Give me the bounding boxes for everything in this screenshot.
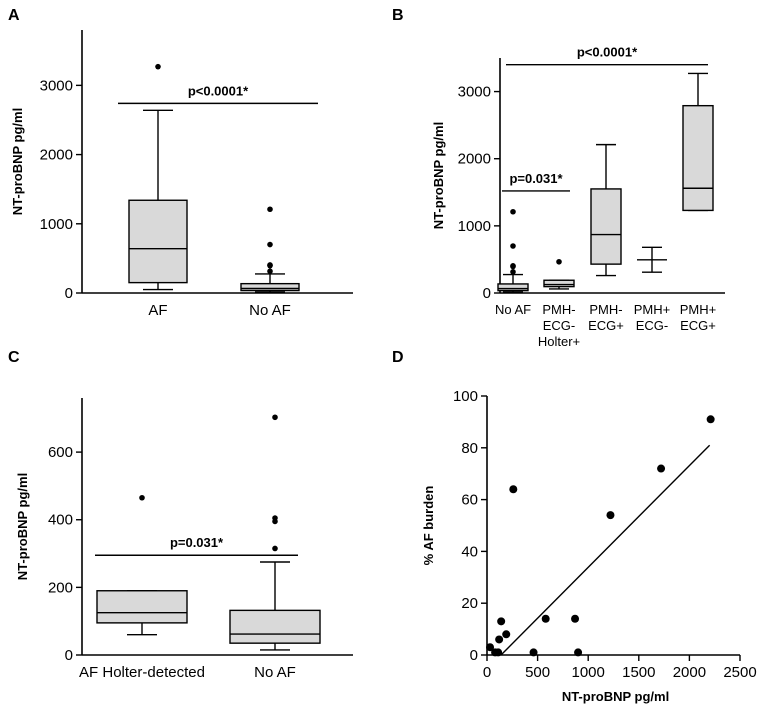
panel-c-box	[229, 609, 321, 644]
panel-c-y-tick-label: 600	[48, 444, 73, 461]
panel-d-y-tick-label: 0	[470, 647, 478, 664]
panel-b-category-label: ECG+	[588, 318, 624, 333]
panel-a-y-label: NT-proBNP pg/ml	[10, 108, 25, 215]
panel-b-box	[543, 279, 575, 288]
panel-d-y-tick-label: 60	[461, 492, 478, 509]
panel-b-category-label: ECG+	[680, 318, 716, 333]
panel-d-data-point	[706, 415, 715, 424]
panel-b-box	[497, 283, 529, 292]
panel-b-outlier-point	[556, 258, 562, 265]
panel-b-category-label: No AF	[495, 302, 531, 317]
panel-a-category-label: No AF	[249, 302, 291, 319]
panel-d-x-tick-label: 2000	[673, 664, 706, 681]
panel-d-data-point	[606, 511, 615, 520]
panel-d-x-label: NT-proBNP pg/ml	[562, 689, 669, 704]
panel-d-regression-line	[500, 444, 711, 656]
panel-d-y-tick-label: 100	[453, 388, 478, 405]
panel-c-category-label: No AF	[254, 664, 296, 681]
panel-b-box	[590, 188, 622, 265]
panel-d-data-point	[486, 643, 495, 652]
panel-d-y-tick-label: 20	[461, 595, 478, 612]
panel-a-box	[240, 282, 300, 292]
panel-a-p-value-label: p<0.0001*	[188, 83, 249, 98]
panel-b-category-label: Holter+	[538, 334, 580, 349]
panel-d-y-tick-label: 40	[461, 543, 478, 560]
panel-d-data-point	[571, 614, 580, 623]
panel-letter-a: A	[8, 7, 20, 24]
panel-d-x-tick-label: 0	[483, 664, 491, 681]
panel-b-category-label: PMH+	[634, 302, 670, 317]
panel-d-x-tick-label: 1000	[572, 664, 605, 681]
panel-d-data-point	[494, 648, 503, 657]
panel-b-y-tick-label: 0	[483, 285, 491, 302]
panel-a-chart: 0 1000 2000 3000 NT-proBNP pg/ml AF No AF p<0.0…	[10, 30, 353, 319]
panel-b-outlier-point	[510, 269, 516, 275]
panel-c-y-label: NT-proBNP pg/ml	[15, 473, 30, 580]
panel-letter-c: C	[8, 349, 20, 366]
panel-a-y-tick-label: 1000	[40, 216, 73, 233]
panel-b-p-value-label: p<0.0001*	[577, 45, 638, 60]
panel-b-outlier-point	[510, 208, 516, 215]
panel-a-y-tick-label: 3000	[40, 77, 73, 94]
panel-a-box	[128, 199, 188, 284]
panel-b-y-tick-label: 3000	[458, 84, 491, 101]
panel-a-category-label: AF	[148, 302, 167, 319]
panel-letter-b: B	[392, 7, 404, 24]
panel-d-data-point	[497, 617, 506, 626]
panel-d-y-label: % AF burden	[421, 486, 436, 566]
panel-b-y-tick-label: 2000	[458, 151, 491, 168]
panel-b-category-label: ECG-	[543, 318, 576, 333]
panel-b-outlier-point	[510, 263, 516, 269]
panel-b-category-label: ECG-	[636, 318, 669, 333]
panel-a-outlier-point	[155, 63, 161, 70]
panel-a-y-tick-label: 2000	[40, 147, 73, 164]
panel-c-y-tick-label: 200	[48, 579, 73, 596]
panel-d-data-point	[529, 648, 538, 657]
panel-c-outlier-point	[139, 494, 145, 501]
panel-a-y-tick-label: 0	[65, 285, 73, 302]
panel-c-outlier-point	[272, 515, 278, 521]
panel-b-category-label: PMH-	[542, 302, 575, 317]
panel-c-category-label: AF Holter-detected	[79, 664, 205, 681]
panel-b-category-label: PMH+	[680, 302, 716, 317]
panel-d-x-tick-label: 500	[525, 664, 550, 681]
panel-a-outlier-point	[267, 262, 273, 268]
panel-c-y-tick-label: 400	[48, 512, 73, 529]
panel-d-x-tick-label: 1500	[622, 664, 655, 681]
panel-b-category-label: PMH-	[589, 302, 622, 317]
panel-c-chart: 0 200 400 600 NT-proBNP pg/ml AF Holter-detec…	[15, 398, 353, 681]
panel-b-y-label: NT-proBNP pg/ml	[431, 122, 446, 229]
panel-c-p-value-label: p=0.031*	[170, 535, 224, 550]
panel-d-x-tick-label: 2500	[723, 664, 756, 681]
panel-d-data-point	[574, 648, 583, 657]
panel-b-p-value-label: p=0.031*	[509, 171, 563, 186]
panel-c-outlier-point	[272, 545, 278, 552]
panel-c-box	[96, 590, 188, 624]
panel-d-data-point	[502, 630, 511, 639]
panel-b-y-tick-label: 1000	[458, 218, 491, 235]
panel-letter-d: D	[392, 349, 404, 366]
panel-d-data-point	[509, 485, 518, 494]
panel-b-outlier-point	[510, 243, 516, 249]
panel-a-outlier-point	[267, 241, 273, 248]
panel-b-box	[682, 104, 714, 212]
panel-d-y-tick-label: 80	[461, 440, 478, 457]
panel-a-outlier-point	[267, 268, 273, 274]
panel-d-data-point	[541, 614, 550, 623]
panel-c-outlier-point	[272, 414, 278, 421]
panel-c-y-tick-label: 0	[65, 647, 73, 664]
panel-a-outlier-point	[267, 206, 273, 213]
panel-d-data-point	[657, 464, 666, 473]
panel-d-data-point	[495, 635, 504, 644]
